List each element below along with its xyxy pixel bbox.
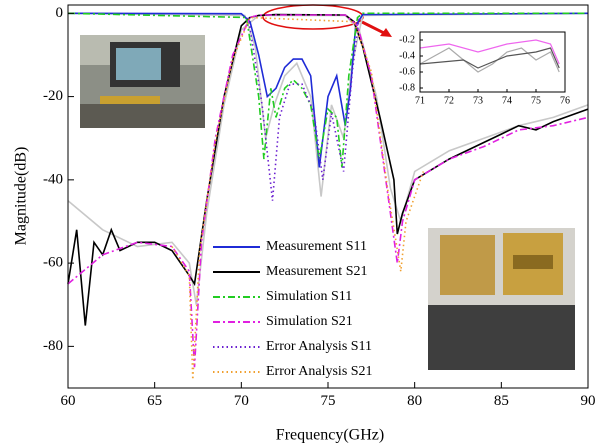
x-tick-label: 75	[531, 95, 541, 106]
x-tick-label: 65	[147, 393, 162, 409]
x-tick-label: 73	[473, 95, 483, 106]
legend-label: Error Analysis S21	[266, 364, 373, 379]
annotation-arrow	[361, 20, 387, 36]
y-tick-label: -0.6	[399, 66, 415, 77]
plot-area	[419, 39, 560, 73]
x-tick-label: 72	[444, 95, 454, 106]
y-tick-label: -40	[43, 171, 63, 187]
legend-label: Simulation S11	[266, 289, 352, 304]
y-axis-title: Magnitude(dB)	[13, 147, 30, 246]
legend-label: Simulation S21	[266, 314, 353, 329]
legend-label: Measurement S21	[266, 264, 367, 279]
y-tick-label: -0.4	[399, 50, 415, 61]
photo-test-setup	[80, 35, 205, 128]
x-axis-title: Frequency(GHz)	[276, 427, 384, 444]
plot-area	[67, 12, 589, 380]
x-tick-label: 76	[560, 95, 570, 106]
x-tick-label: 74	[502, 95, 512, 106]
series-line	[419, 39, 560, 65]
x-tick-label: 71	[415, 95, 425, 106]
x-tick-label: 90	[581, 393, 595, 409]
legend-label: Error Analysis S11	[266, 339, 372, 354]
x-tick-label: 80	[407, 393, 422, 409]
y-tick-label: -0.2	[399, 34, 415, 45]
series-line	[67, 14, 589, 368]
legend-label: Measurement S11	[266, 239, 367, 254]
x-tick-label: 70	[234, 393, 249, 409]
x-tick-label: 85	[494, 393, 509, 409]
arrow-head	[380, 28, 392, 37]
axes-frame	[419, 31, 566, 93]
series-line	[419, 47, 560, 69]
x-tick-label: 75	[321, 393, 336, 409]
y-tick-label: -0.8	[399, 82, 415, 93]
series-line	[419, 47, 560, 73]
x-tick-label: 60	[61, 393, 76, 409]
y-tick-label: -20	[43, 88, 63, 104]
y-tick-label: 0	[56, 5, 64, 21]
series-line	[67, 13, 589, 326]
y-tick-label: -80	[43, 338, 63, 354]
photo-filter	[428, 228, 575, 370]
y-tick-label: -60	[43, 255, 63, 271]
